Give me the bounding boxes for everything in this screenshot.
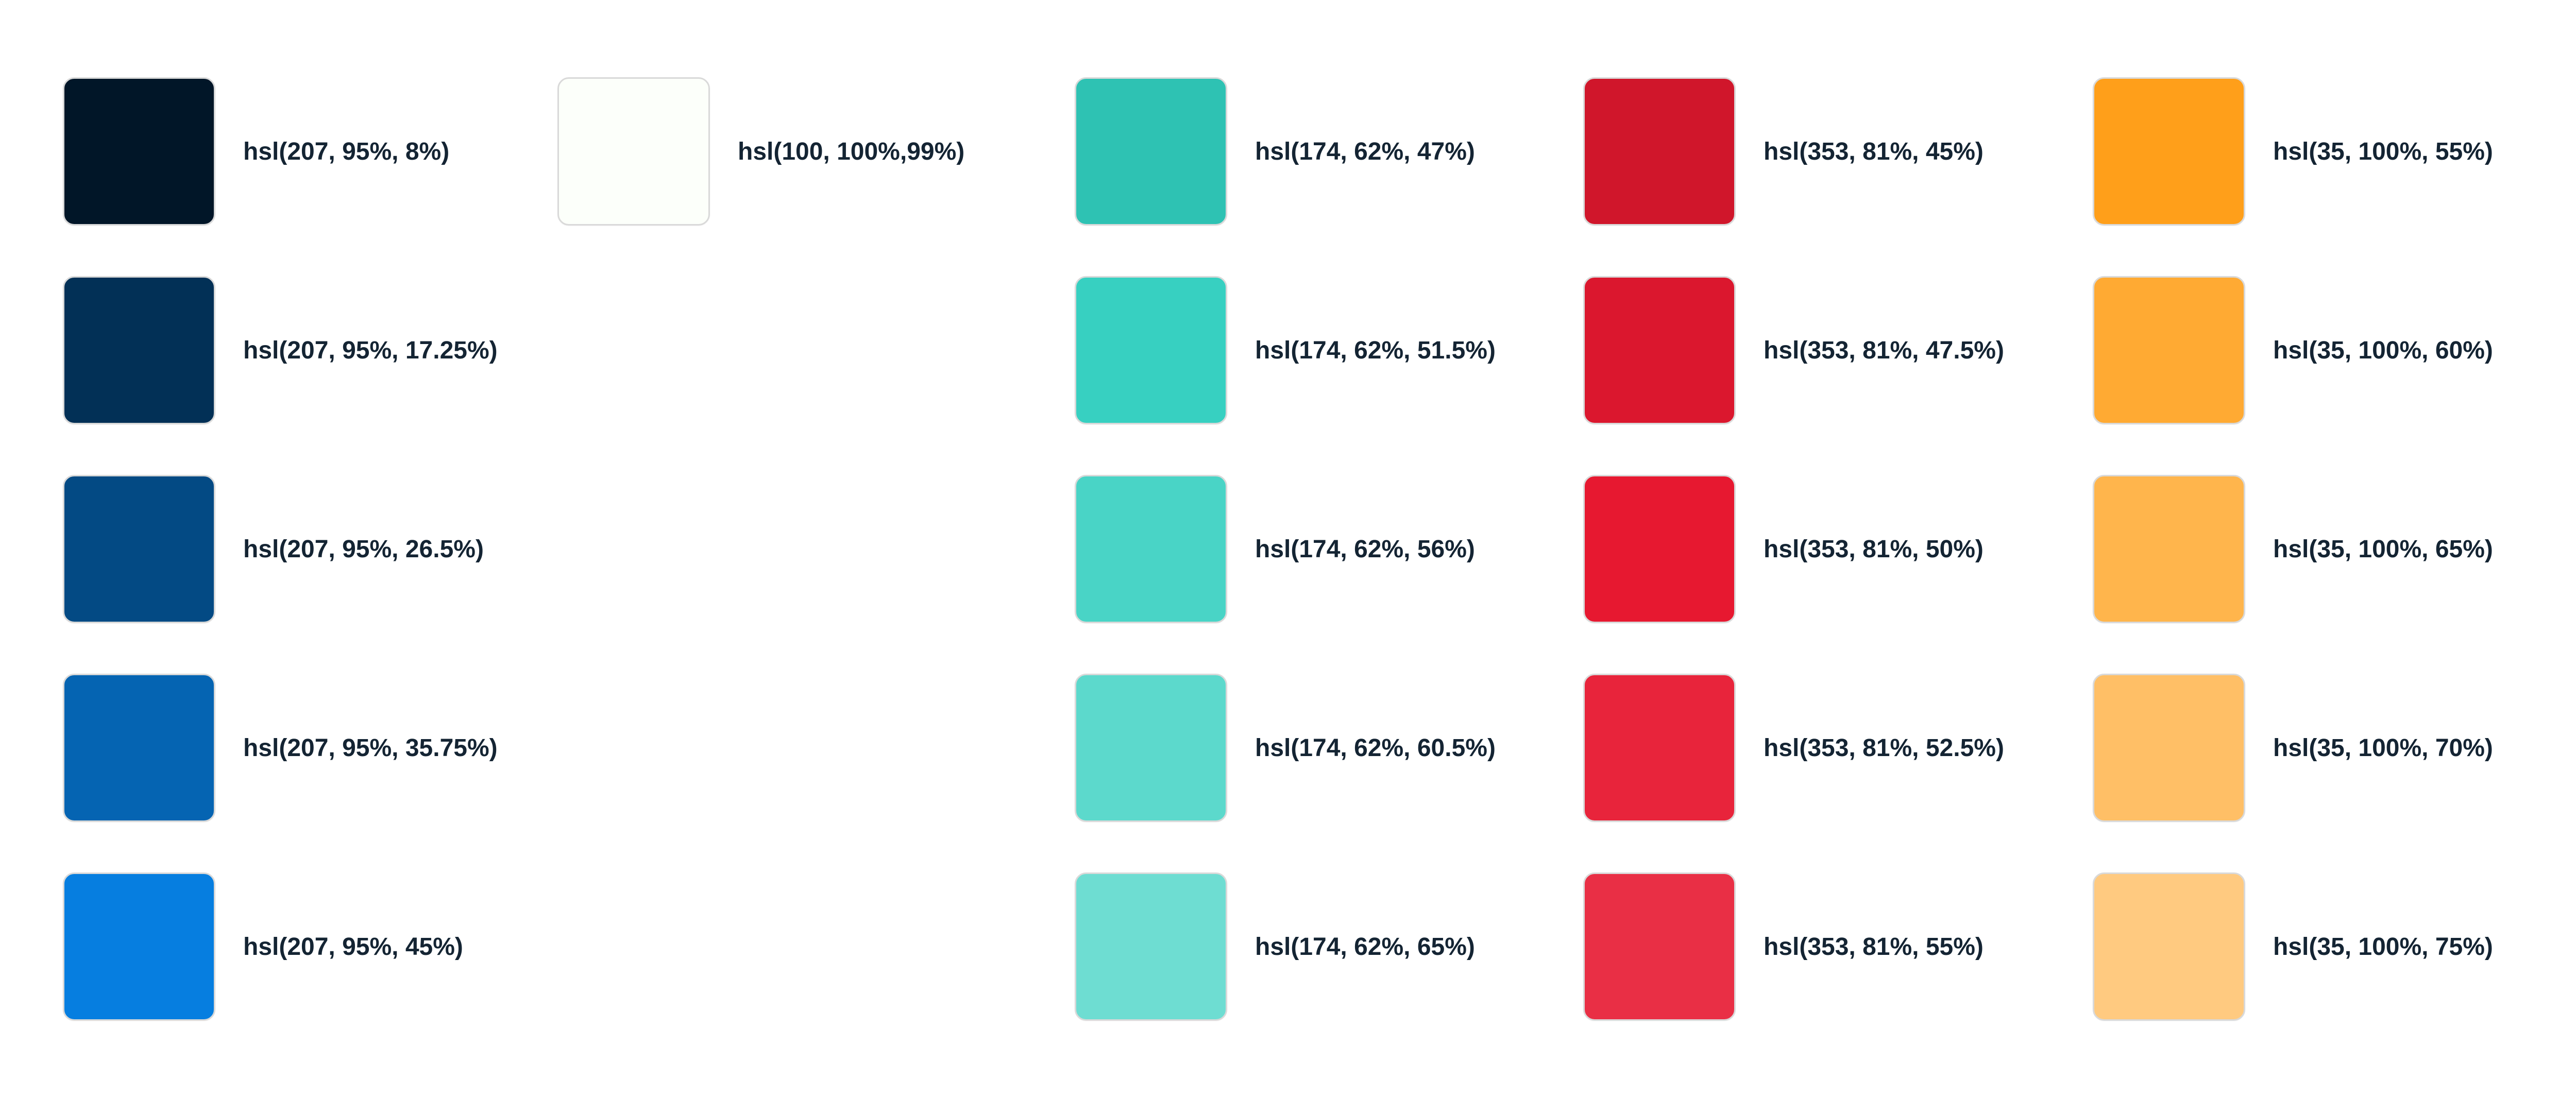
swatch-label: hsl(174, 62%, 47%)	[1255, 138, 1475, 165]
color-swatch	[1075, 77, 1227, 226]
color-swatch	[1075, 674, 1227, 822]
swatch-row: hsl(174, 62%, 65%)	[1075, 872, 1583, 1021]
palette-column-teal: hsl(174, 62%, 47%) hsl(174, 62%, 51.5%) …	[1075, 77, 1583, 1021]
palette-column-red: hsl(353, 81%, 45%) hsl(353, 81%, 47.5%) …	[1583, 77, 2093, 1021]
color-swatch	[1075, 872, 1227, 1021]
swatch-label: hsl(207, 95%, 26.5%)	[243, 535, 484, 563]
color-swatch	[2093, 674, 2245, 822]
swatch-row: hsl(207, 95%, 35.75%)	[63, 674, 557, 822]
color-swatch	[2093, 77, 2245, 226]
color-swatch	[63, 77, 215, 226]
swatch-label: hsl(35, 100%, 75%)	[2273, 933, 2493, 961]
color-swatch	[63, 674, 215, 822]
swatch-row: hsl(207, 95%, 45%)	[63, 872, 557, 1021]
swatch-label: hsl(353, 81%, 50%)	[1764, 535, 1984, 563]
color-swatch	[63, 276, 215, 424]
color-swatch	[1075, 475, 1227, 623]
swatch-row: hsl(353, 81%, 45%)	[1583, 77, 2093, 226]
color-swatch	[1583, 276, 1736, 424]
swatch-label: hsl(207, 95%, 17.25%)	[243, 336, 498, 364]
swatch-label: hsl(35, 100%, 60%)	[2273, 336, 2493, 364]
swatch-row: hsl(353, 81%, 52.5%)	[1583, 674, 2093, 822]
swatch-label: hsl(353, 81%, 55%)	[1764, 933, 1984, 961]
color-swatch	[1583, 674, 1736, 822]
color-swatch	[1075, 276, 1227, 424]
swatch-row: hsl(35, 100%, 65%)	[2093, 475, 2576, 623]
swatch-label: hsl(35, 100%, 55%)	[2273, 138, 2493, 165]
swatch-row: hsl(35, 100%, 75%)	[2093, 872, 2576, 1021]
swatch-row: hsl(35, 100%, 55%)	[2093, 77, 2576, 226]
swatch-label: hsl(174, 62%, 65%)	[1255, 933, 1475, 961]
swatch-label: hsl(174, 62%, 60.5%)	[1255, 734, 1496, 762]
palette-grid: hsl(207, 95%, 8%) hsl(207, 95%, 17.25%) …	[63, 77, 2576, 1021]
color-swatch	[63, 475, 215, 623]
color-swatch	[2093, 276, 2245, 424]
color-swatch	[1583, 872, 1736, 1021]
palette-column-orange: hsl(35, 100%, 55%) hsl(35, 100%, 60%) hs…	[2093, 77, 2576, 1021]
swatch-row: hsl(174, 62%, 51.5%)	[1075, 276, 1583, 424]
swatch-label: hsl(353, 81%, 45%)	[1764, 138, 1984, 165]
swatch-label: hsl(353, 81%, 47.5%)	[1764, 336, 2004, 364]
swatch-row: hsl(174, 62%, 47%)	[1075, 77, 1583, 226]
swatch-row: hsl(353, 81%, 47.5%)	[1583, 276, 2093, 424]
color-swatch	[2093, 475, 2245, 623]
swatch-label: hsl(353, 81%, 52.5%)	[1764, 734, 2004, 762]
swatch-row: hsl(100, 100%,99%)	[557, 77, 1075, 226]
color-swatch	[63, 872, 215, 1021]
swatch-row: hsl(174, 62%, 56%)	[1075, 475, 1583, 623]
swatch-label: hsl(35, 100%, 70%)	[2273, 734, 2493, 762]
swatch-row: hsl(35, 100%, 70%)	[2093, 674, 2576, 822]
swatch-label: hsl(207, 95%, 35.75%)	[243, 734, 498, 762]
swatch-label: hsl(174, 62%, 56%)	[1255, 535, 1475, 563]
swatch-row: hsl(353, 81%, 55%)	[1583, 872, 2093, 1021]
swatch-row: hsl(207, 95%, 8%)	[63, 77, 557, 226]
swatch-row: hsl(207, 95%, 26.5%)	[63, 475, 557, 623]
swatch-label: hsl(207, 95%, 45%)	[243, 933, 463, 961]
swatch-row: hsl(207, 95%, 17.25%)	[63, 276, 557, 424]
swatch-row: hsl(353, 81%, 50%)	[1583, 475, 2093, 623]
color-swatch	[557, 77, 710, 226]
palette-column-off-white: hsl(100, 100%,99%)	[557, 77, 1075, 226]
palette-column-dark-blue: hsl(207, 95%, 8%) hsl(207, 95%, 17.25%) …	[63, 77, 557, 1021]
color-swatch	[1583, 77, 1736, 226]
swatch-label: hsl(174, 62%, 51.5%)	[1255, 336, 1496, 364]
color-swatch	[2093, 872, 2245, 1021]
swatch-label: hsl(100, 100%,99%)	[738, 138, 965, 165]
swatch-row: hsl(174, 62%, 60.5%)	[1075, 674, 1583, 822]
swatch-row: hsl(35, 100%, 60%)	[2093, 276, 2576, 424]
swatch-label: hsl(207, 95%, 8%)	[243, 138, 450, 165]
color-swatch	[1583, 475, 1736, 623]
swatch-label: hsl(35, 100%, 65%)	[2273, 535, 2493, 563]
